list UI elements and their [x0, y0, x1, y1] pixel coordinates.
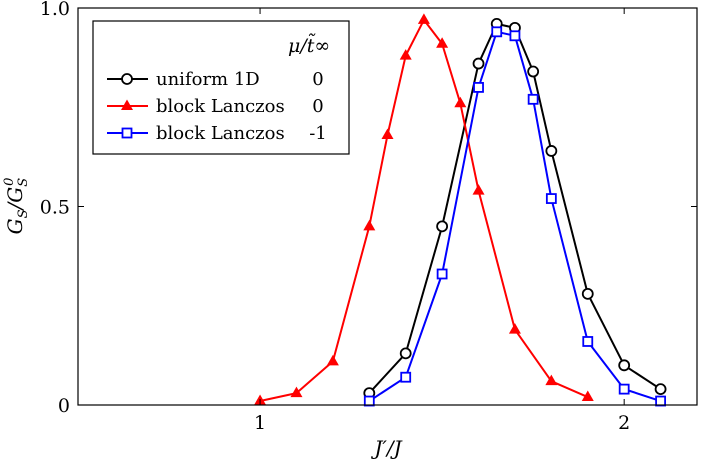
legend-label: block Lanczos	[156, 96, 285, 117]
legend-mu: 0	[312, 96, 323, 117]
data-point-triangle	[472, 184, 485, 195]
data-point-square	[545, 193, 557, 204]
series-circle	[363, 17, 667, 399]
legend-entry-block-lanczos-0: block Lanczos 0	[107, 96, 324, 117]
data-point-triangle	[508, 323, 521, 334]
legend-mu: 0	[312, 69, 323, 90]
y-axis-label: GS/GS0	[2, 178, 31, 235]
data-point-circle	[527, 65, 540, 78]
legend-mu: -1	[309, 123, 327, 144]
data-point-triangle	[417, 13, 430, 24]
data-point-triangle	[545, 374, 558, 386]
data-point-triangle	[436, 37, 449, 48]
data-point-square	[527, 93, 539, 105]
data-point-square	[618, 383, 630, 395]
data-point-circle	[654, 383, 667, 396]
data-point-triangle	[326, 354, 339, 366]
data-point-square	[582, 336, 594, 347]
legend-label: block Lanczos	[156, 123, 285, 144]
data-point-circle	[436, 220, 449, 233]
data-point-circle	[581, 287, 594, 300]
legend-marker-triangle	[121, 99, 133, 110]
legend-entry-block-lanczos-minus1: block Lanczos -1	[107, 123, 327, 144]
x-axis-label: J′/J	[370, 436, 402, 460]
data-point-square	[436, 268, 448, 280]
legend-marker-square	[121, 127, 133, 139]
data-point-triangle	[581, 390, 594, 402]
data-point-square	[655, 395, 666, 407]
y-tick-label: 0.5	[40, 197, 70, 219]
legend-marker-circle	[121, 73, 133, 85]
legend: μ/t̃∞ uniform 1D 0 block Lanczos 0 block…	[92, 20, 350, 155]
data-point-triangle	[290, 386, 303, 398]
series-line	[368, 30, 661, 402]
data-point-circle	[618, 359, 631, 372]
plot-area	[254, 13, 667, 407]
data-point-triangle	[363, 219, 376, 231]
axis-ticks: 1 2 0 0.5 1.0	[40, 0, 697, 434]
data-point-square	[473, 82, 484, 93]
data-point-circle	[545, 145, 558, 157]
legend-header: μ/t̃∞	[288, 34, 330, 57]
series-triangle	[254, 13, 594, 406]
x-tick-label: 1	[254, 412, 266, 434]
data-point-square	[509, 30, 521, 42]
y-tick-label: 0	[58, 395, 70, 417]
series-square	[363, 26, 666, 407]
data-point-square	[363, 395, 375, 407]
series-line	[368, 22, 662, 394]
legend-box	[92, 20, 350, 155]
data-point-circle	[399, 347, 412, 360]
legend-label: uniform 1D	[156, 69, 260, 90]
data-point-square	[491, 26, 503, 38]
data-point-triangle	[381, 128, 394, 140]
y-tick-label: 1.0	[40, 0, 70, 20]
data-point-square	[400, 371, 412, 383]
legend-entry-uniform-1d: uniform 1D 0	[107, 69, 324, 90]
data-point-circle	[472, 57, 485, 70]
x-tick-label: 2	[618, 412, 630, 434]
data-point-triangle	[399, 49, 412, 60]
data-point-triangle	[454, 96, 467, 108]
